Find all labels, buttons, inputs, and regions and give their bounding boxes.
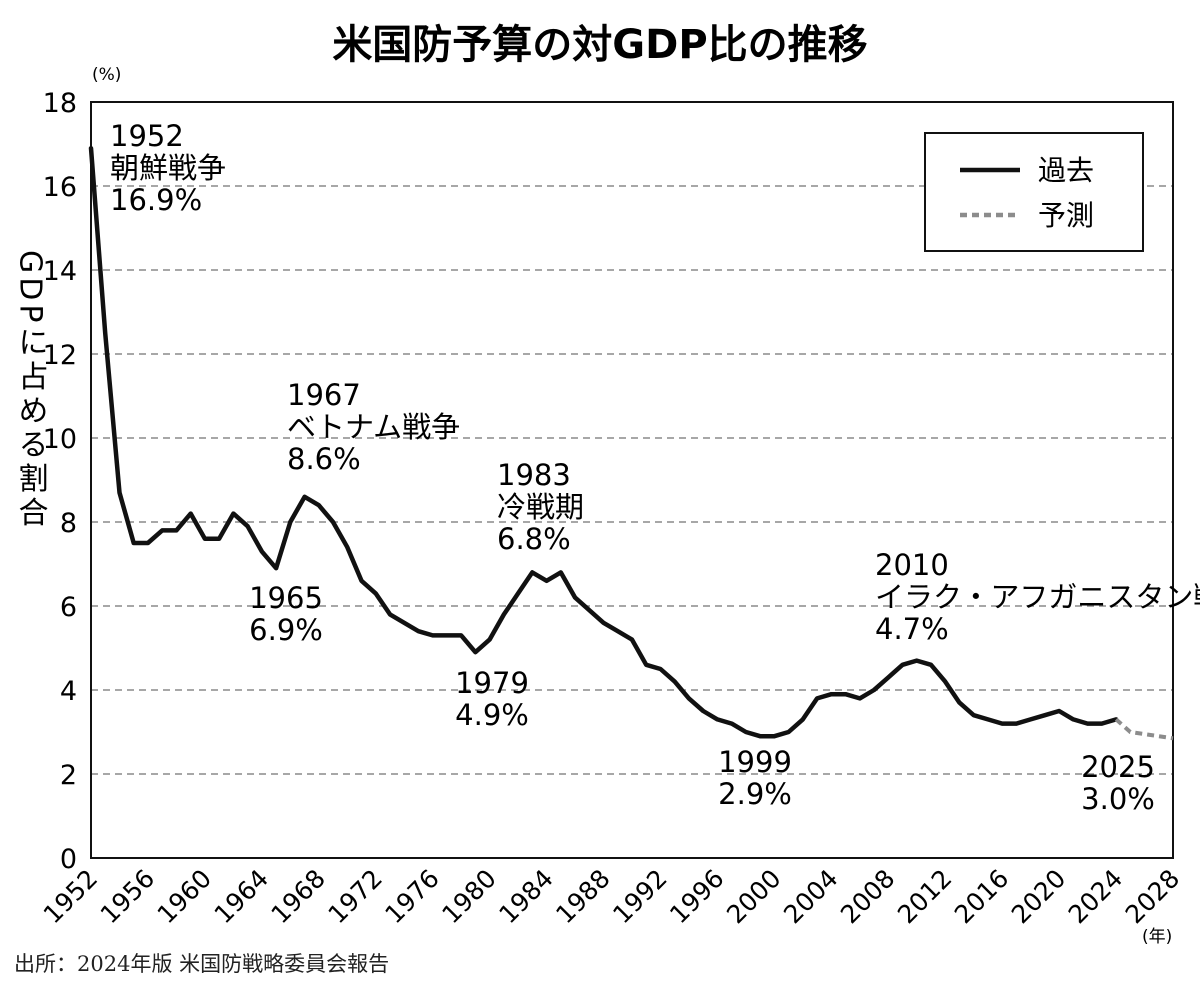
y-tick-label: 18 bbox=[43, 88, 77, 119]
x-tick-label: 2000 bbox=[721, 864, 786, 929]
annotation-event: 冷戦期 bbox=[497, 490, 584, 524]
y-tick-label: 2 bbox=[60, 760, 77, 791]
annotation-value: 2.9% bbox=[718, 777, 792, 811]
source-note: 出所：2024年版 米国防戦略委員会報告 bbox=[14, 952, 390, 976]
x-tick-label: 1984 bbox=[493, 864, 558, 929]
y-tick-label: 0 bbox=[60, 844, 77, 875]
plot-frame bbox=[90, 101, 1174, 859]
x-unit-label: (年) bbox=[1142, 927, 1172, 947]
y-tick-label: 8 bbox=[60, 508, 77, 539]
annotation-event: イラク・アフガニスタン戦争 bbox=[875, 580, 1200, 614]
y-axis-ticks: 0 2 4 6 8 10 12 14 16 18 bbox=[43, 88, 77, 875]
annotation-year: 1965 bbox=[249, 581, 323, 615]
y-axis-title: GDPに占める割合 bbox=[13, 250, 48, 530]
annotation-year: 1967 bbox=[287, 378, 361, 412]
legend-label: 過去 bbox=[1038, 154, 1094, 187]
x-tick-label: 1964 bbox=[209, 864, 274, 929]
annotation-event: ベトナム戦争 bbox=[287, 410, 460, 444]
x-axis-ticks: 1952195619601964196819721976198019841988… bbox=[38, 864, 1185, 929]
annotation-value: 4.7% bbox=[875, 612, 949, 646]
x-tick-label: 2008 bbox=[835, 864, 900, 929]
annotation-year: 1983 bbox=[497, 458, 571, 492]
x-tick-label: 1996 bbox=[664, 864, 729, 929]
annotation-value: 3.0% bbox=[1081, 782, 1155, 816]
x-tick-label: 1976 bbox=[379, 864, 444, 929]
annotation-year: 1979 bbox=[455, 666, 529, 700]
x-tick-label: 2020 bbox=[1006, 864, 1071, 929]
legend-label: 予測 bbox=[1038, 199, 1094, 232]
x-tick-label: 2024 bbox=[1063, 864, 1128, 929]
x-tick-label: 1980 bbox=[436, 864, 501, 929]
annotation-value: 16.9% bbox=[110, 183, 202, 217]
y-unit-label: (%) bbox=[92, 65, 121, 85]
x-tick-label: 2012 bbox=[892, 864, 957, 929]
annotation-value: 6.8% bbox=[497, 522, 571, 556]
x-tick-label: 1960 bbox=[152, 864, 217, 929]
x-tick-label: 1972 bbox=[322, 864, 387, 929]
annotations: 1952朝鮮戦争16.9%19656.9%1967ベトナム戦争8.6%19794… bbox=[110, 119, 1200, 816]
y-tick-label: 14 bbox=[43, 256, 77, 287]
series-lines bbox=[88, 145, 1174, 741]
historical-series-line bbox=[88, 145, 1119, 739]
x-tick-label: 2016 bbox=[949, 864, 1014, 929]
grid-lines bbox=[91, 185, 1173, 775]
annotation-year: 1952 bbox=[110, 119, 184, 153]
x-tick-label: 1988 bbox=[550, 864, 615, 929]
y-tick-label: 6 bbox=[60, 592, 77, 623]
x-tick-label: 1968 bbox=[266, 864, 331, 929]
y-tick-label: 4 bbox=[60, 676, 77, 707]
legend-box bbox=[924, 132, 1144, 252]
annotation-year: 2025 bbox=[1081, 750, 1155, 784]
forecast-series-line bbox=[1114, 717, 1174, 741]
x-tick-label: 2028 bbox=[1120, 864, 1185, 929]
y-tick-label: 16 bbox=[43, 172, 77, 203]
x-tick-label: 1992 bbox=[607, 864, 672, 929]
chart-title: 米国防予算の対GDP比の推移 bbox=[332, 22, 867, 68]
annotation-value: 8.6% bbox=[287, 442, 361, 476]
y-tick-label: 10 bbox=[43, 424, 77, 455]
annotation-value: 4.9% bbox=[455, 698, 529, 732]
annotation-event: 朝鮮戦争 bbox=[110, 151, 226, 185]
y-tick-label: 12 bbox=[43, 340, 77, 371]
x-tick-label: 2004 bbox=[778, 864, 843, 929]
annotation-year: 2010 bbox=[875, 548, 949, 582]
annotation-year: 1999 bbox=[718, 745, 792, 779]
annotation-value: 6.9% bbox=[249, 613, 323, 647]
x-tick-label: 1956 bbox=[95, 864, 160, 929]
